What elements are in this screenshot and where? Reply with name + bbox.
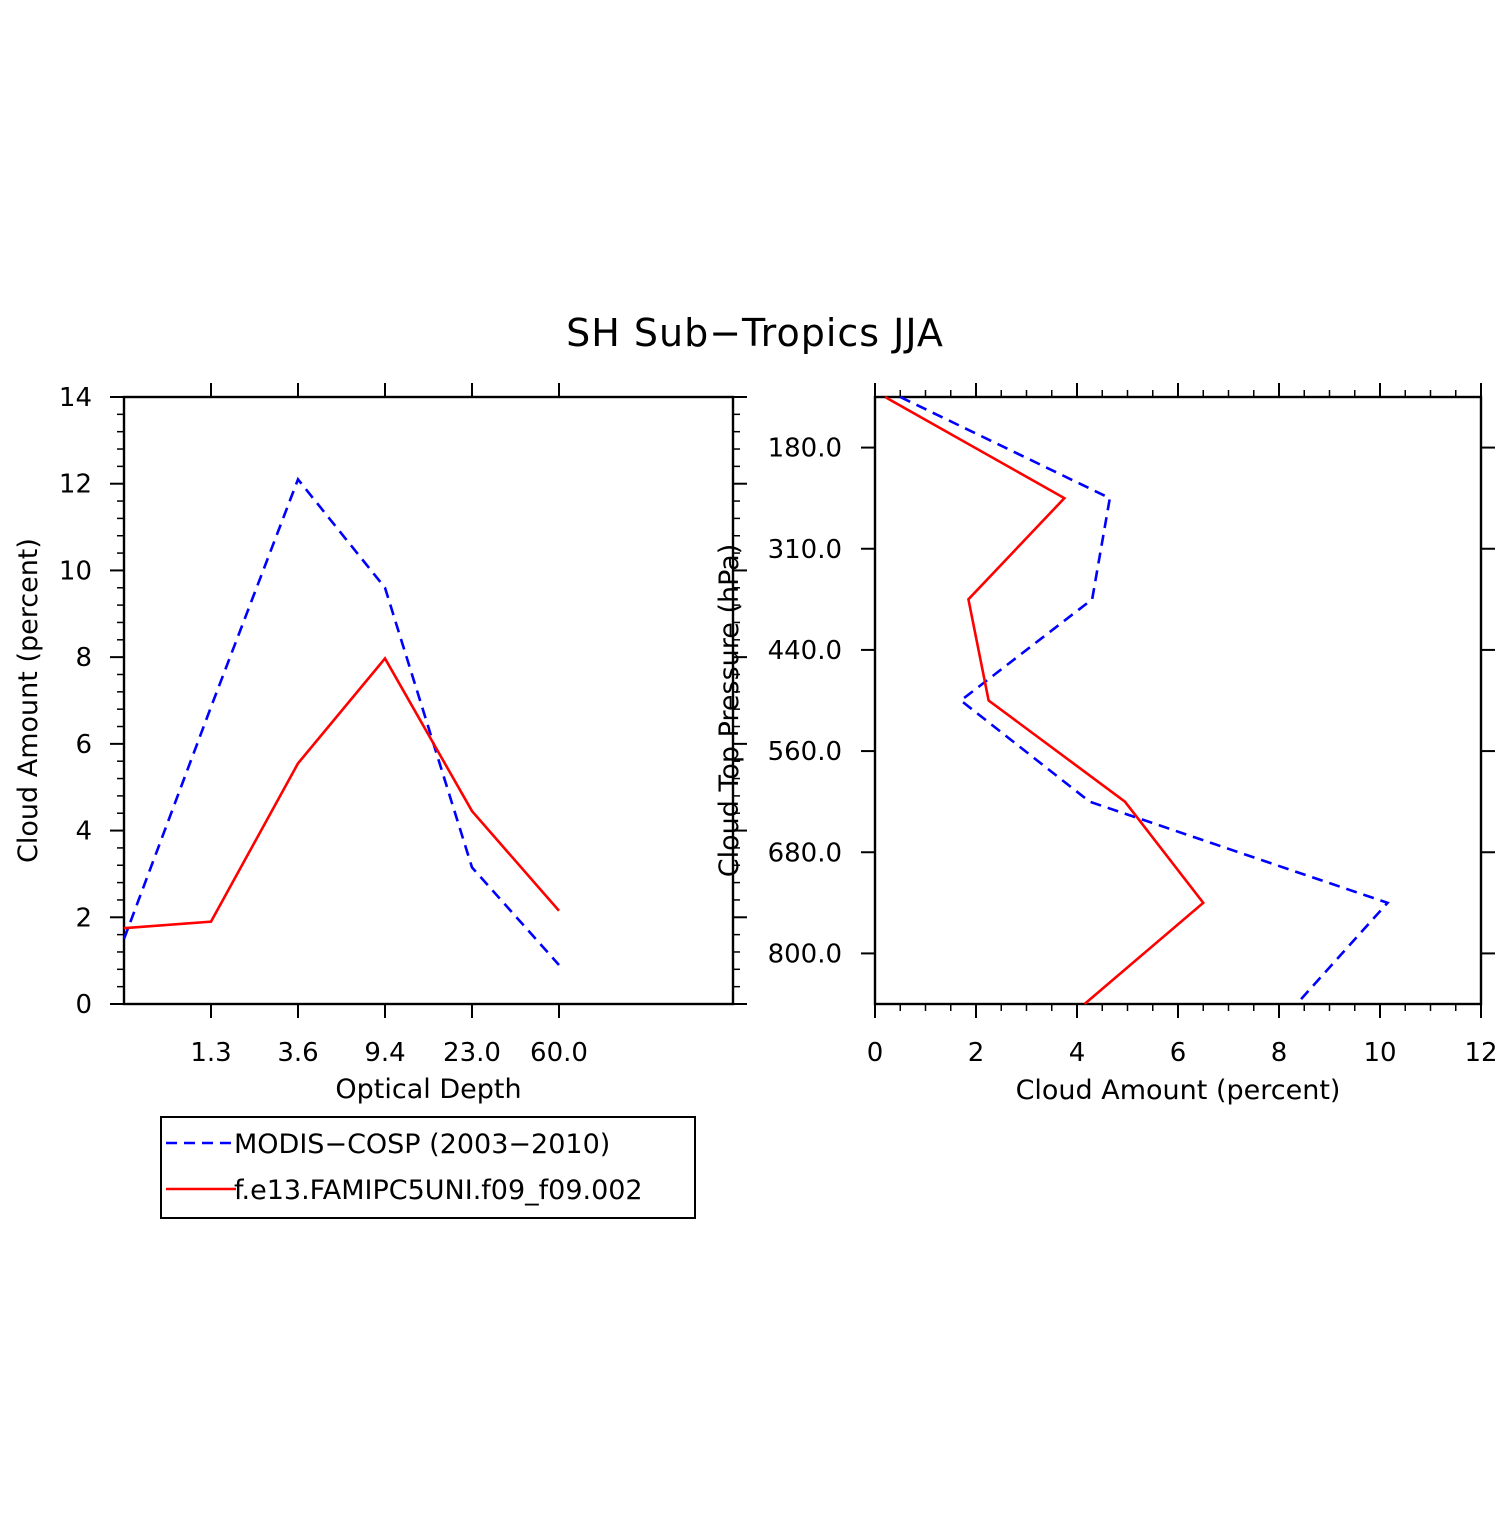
series-line-model	[123, 656, 560, 930]
x-tick-label: 0	[867, 1038, 884, 1068]
x-tick-label: 4	[1069, 1038, 1086, 1068]
y-tick-label: 560.0	[768, 737, 842, 767]
legend-label-modis: MODIS−COSP (2003−2010)	[234, 1129, 610, 1160]
y-tick-label: 180.0	[768, 434, 842, 464]
y-tick-label: 10	[59, 556, 92, 586]
series-line-modis	[122, 476, 560, 966]
cloud-top-pressure-panel: 0 2 4 6 8 10 12 180.0 310.0 440.0 560.0 680.0 800.0 C…	[714, 383, 1498, 1106]
x-tick-label: 3.6	[277, 1038, 318, 1068]
x-axis-label: Optical Depth	[335, 1074, 521, 1105]
y-tick-label: 2	[75, 903, 92, 933]
plot-frame	[122, 395, 735, 1006]
y-axis-label: Cloud Amount (percent)	[13, 538, 44, 863]
x-tick-label: 12	[1464, 1038, 1497, 1068]
figure-title: SH Sub−Tropics JJA	[566, 311, 944, 355]
optical-depth-panel: 0 2 4 6 8 10 12 14 1.3 3.6 9.4 23.0 60.0 Optical Dept…	[13, 383, 747, 1105]
x-tick-label: 2	[968, 1038, 985, 1068]
x-tick-label: 9.4	[364, 1038, 405, 1068]
x-tick-label: 23.0	[443, 1038, 501, 1068]
y-tick-label: 680.0	[768, 838, 842, 868]
legend-box	[160, 1116, 696, 1219]
y-tick-label: 310.0	[768, 535, 842, 565]
y-tick-label: 8	[75, 643, 92, 673]
y-tick-label: 12	[59, 470, 92, 500]
legend: MODIS−COSP (2003−2010) f.e13.FAMIPC5UNI.…	[160, 1116, 696, 1219]
x-tick-label: 60.0	[530, 1038, 588, 1068]
y-tick-label: 6	[75, 730, 92, 760]
y-tick-label: 440.0	[768, 636, 842, 666]
y-axis-label: Cloud Top Pressure (hPa)	[714, 544, 745, 878]
y-tick-label: 800.0	[768, 939, 842, 969]
series-line-model	[884, 395, 1206, 1005]
y-tick-label: 4	[75, 817, 92, 847]
x-tick-label: 10	[1363, 1038, 1396, 1068]
legend-label-model: f.e13.FAMIPC5UNI.f09_f09.002	[234, 1175, 643, 1206]
y-tick-label: 14	[59, 383, 92, 413]
x-tick-label: 1.3	[190, 1038, 231, 1068]
y-tick-label: 0	[75, 990, 92, 1020]
series-line-modis	[899, 395, 1390, 1005]
x-tick-label: 6	[1170, 1038, 1187, 1068]
x-tick-label: 8	[1271, 1038, 1288, 1068]
x-axis-label: Cloud Amount (percent)	[1016, 1075, 1341, 1106]
plot-frame	[873, 395, 1483, 1006]
